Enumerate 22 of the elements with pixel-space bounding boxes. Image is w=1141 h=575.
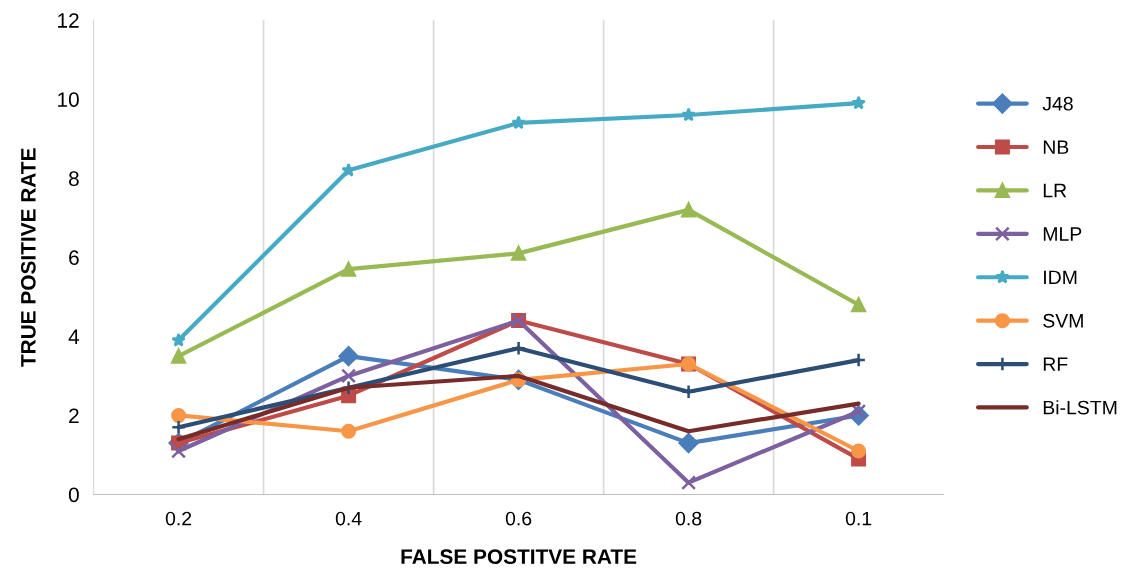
x-tick-label: 0.2	[165, 511, 192, 526]
legend-label: RF	[1043, 357, 1068, 371]
y-tick-label: 0	[68, 487, 79, 503]
x-tick-label: 0.1	[845, 511, 872, 526]
y-axis-title: TRUE POSITIVE RATE	[20, 148, 36, 367]
x-tick-label: 0.6	[505, 511, 532, 526]
y-tick-label: 4	[68, 329, 80, 344]
legend-label: J48	[1042, 96, 1073, 111]
legend-label: MLP	[1043, 227, 1082, 241]
legend-label: IDM	[1044, 270, 1077, 285]
y-tick-label: 8	[68, 171, 79, 186]
x-axis-title: FALSE POSTITVE RATE	[401, 549, 637, 565]
y-tick-label: 10	[58, 92, 79, 107]
y-tick-label: 12	[58, 13, 79, 28]
y-tick-label: 2	[69, 408, 79, 423]
legend-label: Bi-LSTM	[1043, 400, 1117, 415]
legend-label: NB	[1043, 140, 1069, 154]
legend-label: LR	[1043, 183, 1067, 198]
legend-label: SVM	[1043, 313, 1083, 328]
x-tick-label: 0.8	[675, 511, 702, 526]
y-tick-label: 6	[69, 250, 79, 266]
x-tick-label: 0.4	[335, 511, 362, 526]
